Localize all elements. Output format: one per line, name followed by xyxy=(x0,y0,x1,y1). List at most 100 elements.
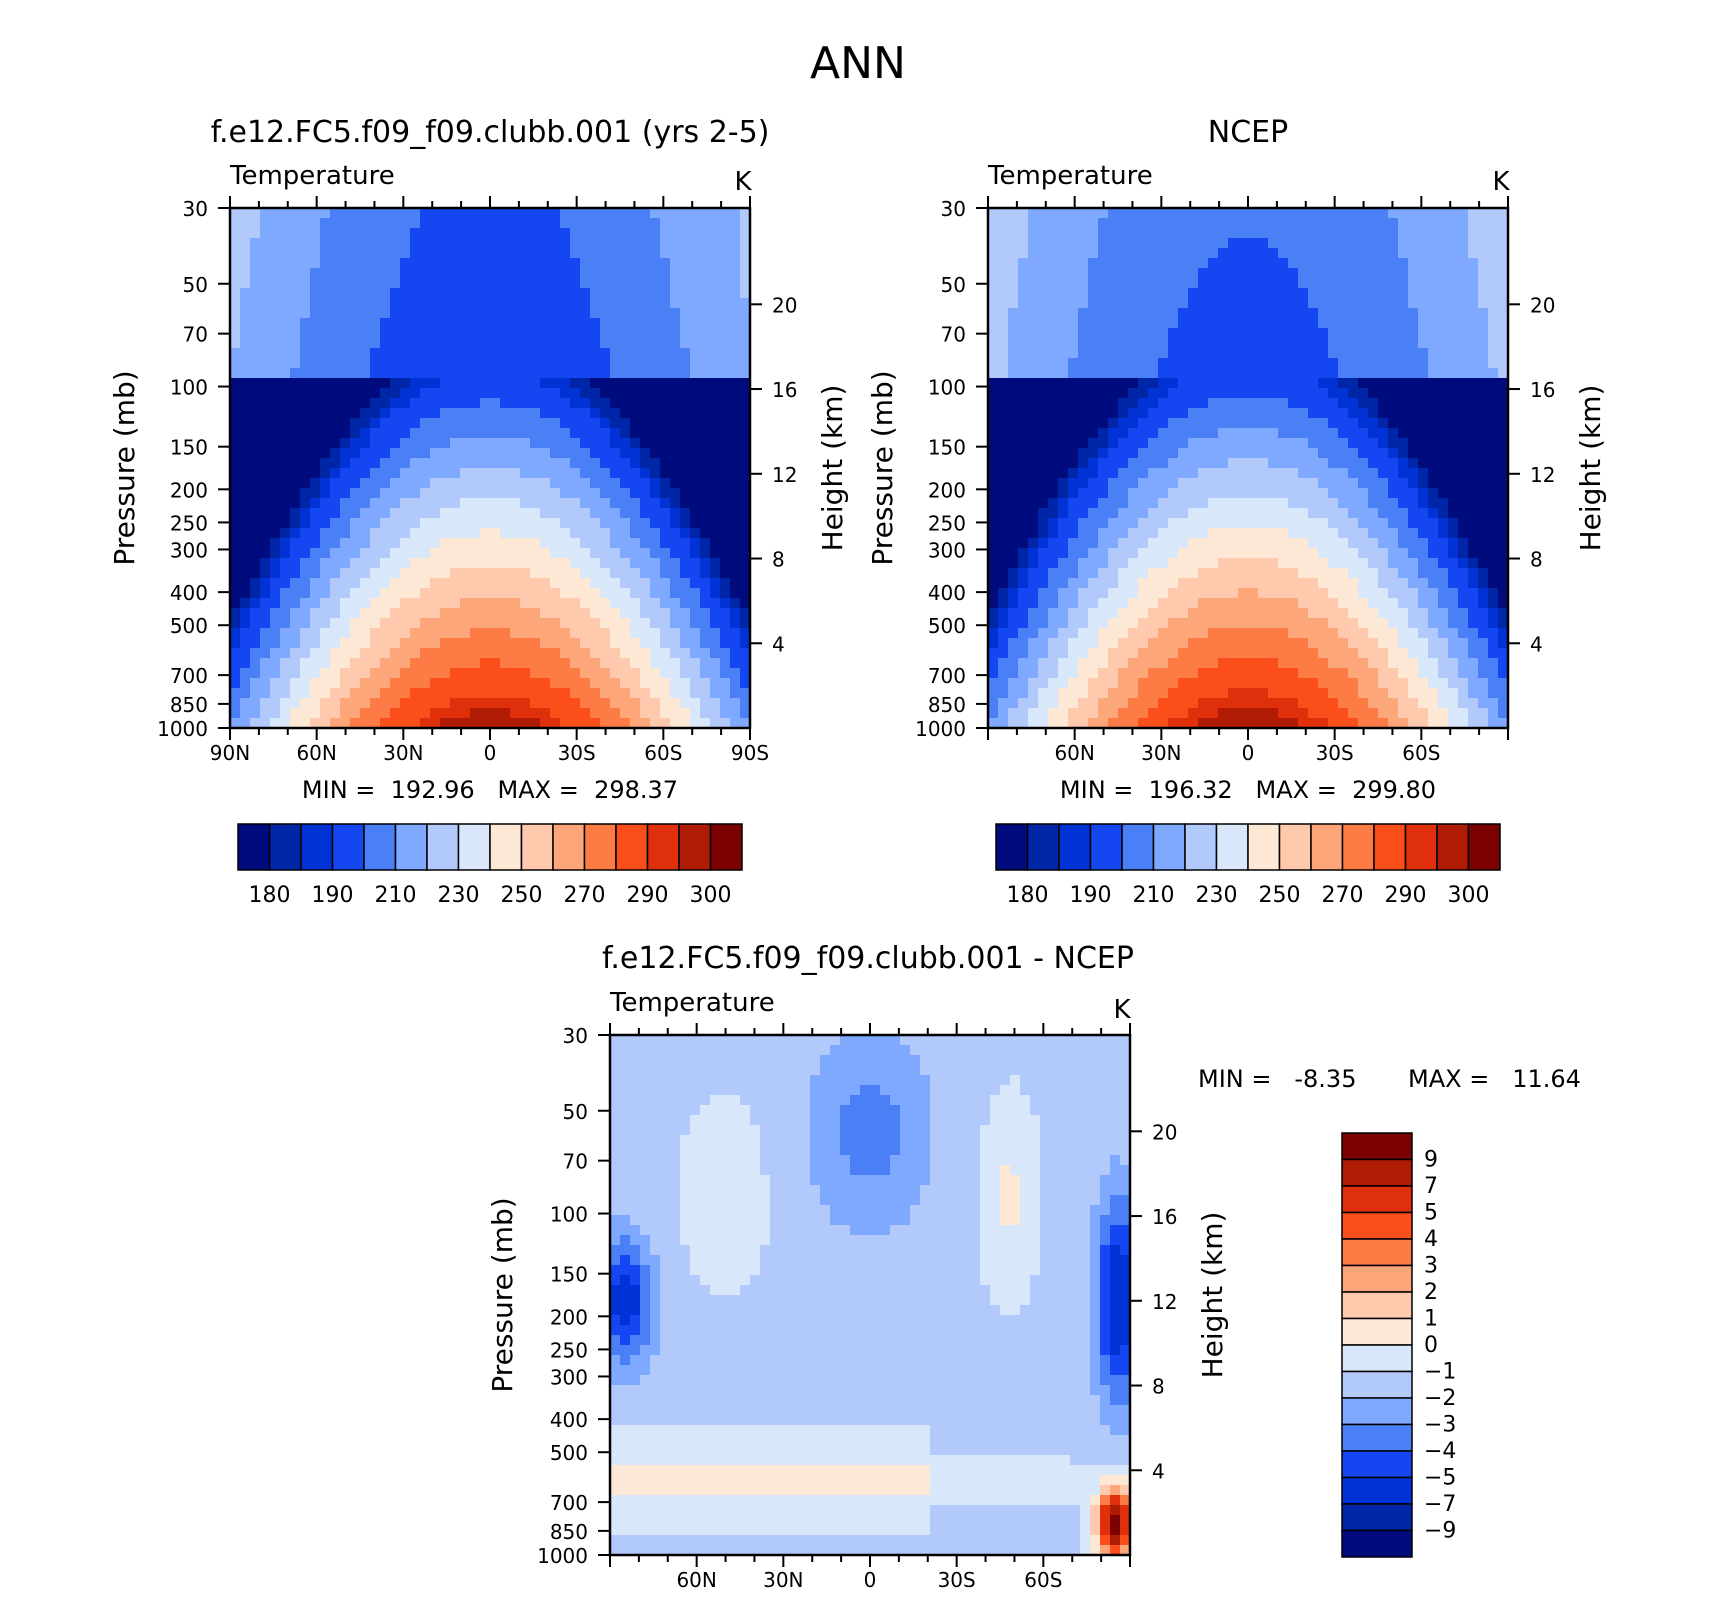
contour-cell xyxy=(390,478,401,489)
contour-cell xyxy=(1358,238,1369,249)
contour-cell xyxy=(1208,398,1219,409)
contour-cell xyxy=(1148,608,1159,619)
contour-cell xyxy=(1278,548,1289,559)
contour-cell xyxy=(1298,468,1309,479)
panel-model-ylabel-right: Height (km) xyxy=(816,385,849,552)
contour-cell xyxy=(1048,228,1059,239)
contour-cell xyxy=(1438,368,1449,379)
contour-cell xyxy=(710,408,721,419)
contour-cell xyxy=(620,378,631,389)
contour-cell xyxy=(710,338,721,349)
contour-cell xyxy=(1378,378,1389,389)
contour-cell xyxy=(520,468,531,479)
contour-cell xyxy=(670,498,681,509)
contour-cell xyxy=(1228,288,1239,299)
contour-cell xyxy=(590,568,601,579)
contour-cell xyxy=(1138,228,1149,239)
contour-cell xyxy=(460,718,471,728)
contour-cell xyxy=(530,588,541,599)
contour-cell xyxy=(740,448,750,459)
contour-cell xyxy=(600,448,611,459)
contour-cell xyxy=(350,258,361,269)
contour-cell xyxy=(290,508,301,519)
contour-cell xyxy=(1458,278,1469,289)
contour-cell xyxy=(730,498,741,509)
contour-cell xyxy=(1008,488,1019,499)
contour-cell xyxy=(1208,248,1219,259)
contour-cell xyxy=(1398,518,1409,529)
contour-cell xyxy=(530,428,541,439)
contour-cell xyxy=(400,278,411,289)
contour-cell xyxy=(250,518,261,529)
contour-cell xyxy=(490,378,501,389)
contour-cell xyxy=(998,438,1009,449)
contour-cell xyxy=(1148,568,1159,579)
contour-cell xyxy=(1018,318,1029,329)
contour-cell xyxy=(1238,408,1249,419)
contour-cell xyxy=(390,498,401,509)
contour-cell xyxy=(380,228,391,239)
contour-cell xyxy=(400,288,411,299)
contour-cell xyxy=(710,438,721,449)
contour-cell xyxy=(1048,348,1059,359)
contour-cell xyxy=(1348,418,1359,429)
contour-cell xyxy=(390,698,401,709)
contour-cell xyxy=(1328,518,1339,529)
contour-cell xyxy=(1248,538,1259,549)
contour-cell xyxy=(1478,358,1489,369)
contour-cell xyxy=(1498,258,1508,269)
contour-cell xyxy=(1338,488,1349,499)
contour-cell xyxy=(1258,218,1269,229)
contour-cell xyxy=(230,628,241,639)
contour-cell xyxy=(550,368,561,379)
contour-cell xyxy=(1108,318,1119,329)
contour-cell xyxy=(720,678,731,689)
contour-cell xyxy=(1418,428,1429,439)
contour-cell xyxy=(700,508,711,519)
contour-cell xyxy=(1188,468,1199,479)
contour-cell xyxy=(1258,518,1269,529)
contour-cell xyxy=(1218,298,1229,309)
contour-cell xyxy=(1258,338,1269,349)
contour-cell xyxy=(520,238,531,249)
contour-cell xyxy=(440,658,451,669)
contour-cell xyxy=(660,528,671,539)
contour-cell xyxy=(700,678,711,689)
contour-cell xyxy=(620,558,631,569)
contour-cell xyxy=(380,268,391,279)
contour-cell xyxy=(988,368,999,379)
contour-cell xyxy=(390,488,401,499)
contour-cell xyxy=(720,538,731,549)
contour-cell xyxy=(1428,218,1439,229)
contour-cell xyxy=(290,228,301,239)
contour-cell xyxy=(390,368,401,379)
contour-cell xyxy=(480,298,491,309)
contour-cell xyxy=(610,478,621,489)
contour-cell xyxy=(700,358,711,369)
contour-cell xyxy=(410,408,421,419)
contour-cell xyxy=(1408,228,1419,239)
contour-cell xyxy=(230,368,241,379)
contour-cell xyxy=(1338,548,1349,559)
contour-cell xyxy=(1128,598,1139,609)
contour-cell xyxy=(1158,538,1169,549)
contour-cell xyxy=(720,358,731,369)
contour-cell xyxy=(530,328,541,339)
contour-cell xyxy=(310,518,321,529)
contour-cell xyxy=(1208,328,1219,339)
contour-cell xyxy=(1078,278,1089,289)
contour-cell xyxy=(660,388,671,399)
contour-cell xyxy=(680,638,691,649)
contour-cell xyxy=(1168,448,1179,459)
contour-cell xyxy=(660,268,671,279)
contour-cell xyxy=(610,368,621,379)
contour-cell xyxy=(670,458,681,469)
contour-cell xyxy=(1228,458,1239,469)
contour-cell xyxy=(480,618,491,629)
contour-cell xyxy=(590,418,601,429)
contour-cell xyxy=(360,698,371,709)
contour-cell xyxy=(1368,548,1379,559)
contour-cell xyxy=(300,658,311,669)
contour-cell xyxy=(988,568,999,579)
contour-cell xyxy=(1318,258,1329,269)
